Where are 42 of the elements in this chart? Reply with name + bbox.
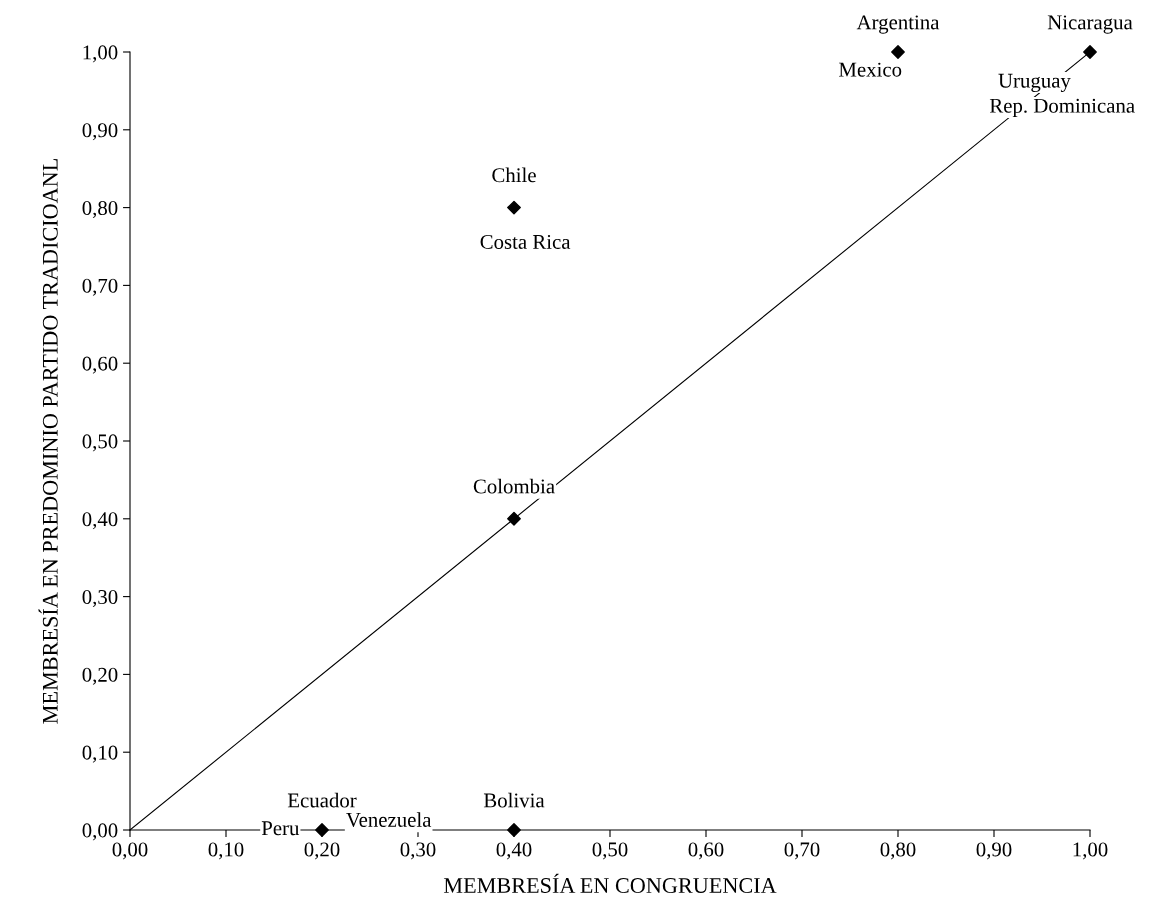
y-axis-title: MEMBRESÍA EN PREDOMINIO PARTIDO TRADICIOANL [38,159,58,724]
annotation: Nicaragua [1047,15,1133,34]
y-tick-label: 0,20 [82,667,118,685]
x-tick-label: 0,30 [400,842,436,860]
x-tick-label: 1,00 [1073,842,1108,860]
point [1083,45,1097,59]
annotation: Venezuela [346,812,432,827]
x-axis-title: MEMBRESÍA EN CONGRUENCIA [443,873,777,893]
annotation: Uruguay [998,73,1071,92]
annotation: Chile [492,167,536,183]
annotation: Costa Rica [480,234,571,249]
point [891,45,905,59]
y-tick-label: 0,00 [82,823,118,841]
point [507,511,521,526]
y-tick-label: 0,50 [82,434,118,452]
y-tick-label: 1,00 [83,45,118,63]
x-tick-label: 0,90 [976,842,1012,860]
annotation: Bolivia [483,792,545,808]
point [507,200,521,215]
point [507,823,521,837]
x-tick-label: 0,80 [880,842,916,860]
annotation: Peru [261,821,300,836]
point [315,823,329,837]
y-tick-label: 0,40 [82,512,118,530]
y-tick-label: 0,10 [82,745,118,763]
x-tick-label: 0,10 [208,842,244,860]
x-tick-label: 0,40 [496,842,532,860]
y-tick-label: 0,30 [82,589,118,608]
y-tick-label: 0,90 [82,123,118,141]
y-tick-label: 0,70 [82,278,118,296]
x-tick-label: 0,50 [592,842,628,860]
x-tick-label: 0,60 [688,842,724,860]
annotation: Ecuador [287,792,357,808]
annotation: Colombia [473,478,555,494]
x-tick-label: 0,70 [784,842,820,860]
annotation: Argentina [856,15,940,34]
x-tick-label: 0,00 [112,842,148,860]
y-tick-label: 0,60 [82,356,118,374]
y-tick-label: 0,80 [82,200,118,219]
annotation: Rep. Dominicana [989,98,1135,117]
x-tick-label: 0,20 [304,842,340,860]
annotation: Mexico [839,62,902,77]
